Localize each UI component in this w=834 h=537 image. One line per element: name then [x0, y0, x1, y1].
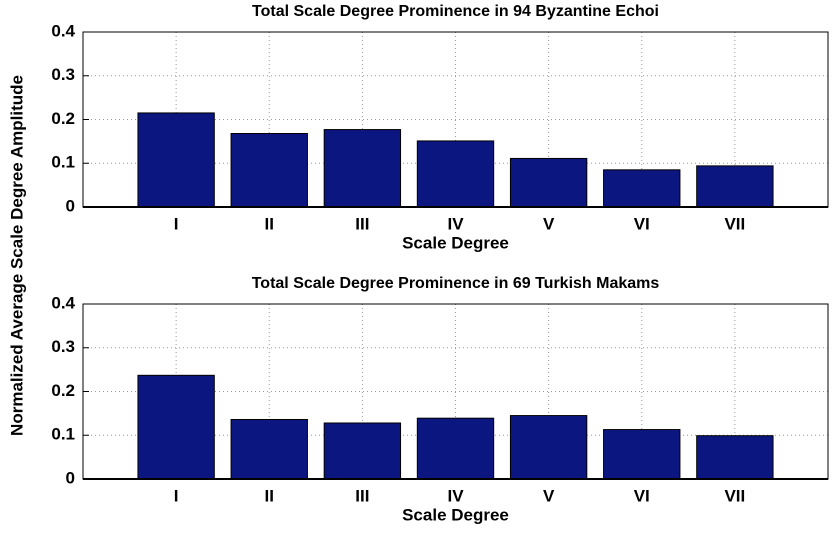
y-tick-label: 0	[66, 468, 75, 487]
y-tick-label: 0.1	[51, 153, 75, 172]
bar	[416, 140, 495, 208]
x-tick-label: I	[174, 214, 179, 233]
bar	[230, 419, 308, 480]
bar	[509, 415, 588, 480]
x-tick-label: VI	[634, 214, 650, 233]
x-tick-label: V	[543, 486, 555, 505]
y-tick-label: 0.4	[51, 21, 75, 40]
bar	[696, 435, 774, 480]
x-tick-label: VI	[634, 486, 650, 505]
bar	[416, 417, 495, 480]
bar	[603, 169, 681, 208]
bar	[603, 429, 681, 480]
y-tick-label: 0.3	[51, 337, 75, 356]
y-tick-label: 0.2	[51, 109, 75, 128]
x-tick-label: VII	[724, 214, 745, 233]
x-tick-label: V	[543, 214, 555, 233]
bar	[323, 422, 402, 480]
y-tick-label: 0	[66, 196, 75, 215]
bar	[696, 165, 774, 208]
y-axis-label: Normalized Average Scale Degree Amplitud…	[7, 75, 26, 436]
y-tick-label: 0.1	[51, 425, 75, 444]
x-tick-label: IV	[447, 486, 464, 505]
x-tick-label: II	[265, 214, 274, 233]
x-tick-label: IV	[447, 214, 464, 233]
bar	[230, 133, 308, 208]
x-tick-label: III	[355, 486, 369, 505]
y-tick-label: 0.2	[51, 381, 75, 400]
y-tick-label: 0.3	[51, 65, 75, 84]
chart-title: Total Scale Degree Prominence in 69 Turk…	[252, 275, 660, 292]
bar	[323, 129, 402, 208]
x-axis-label: Scale Degree	[402, 233, 509, 252]
bar	[509, 157, 588, 208]
x-tick-label: VII	[724, 486, 745, 505]
bar	[137, 112, 215, 208]
chart-title: Total Scale Degree Prominence in 94 Byza…	[252, 3, 659, 20]
x-tick-label: II	[265, 486, 274, 505]
y-tick-label: 0.4	[51, 293, 75, 312]
x-tick-label: III	[355, 214, 369, 233]
x-axis-label: Scale Degree	[402, 505, 509, 524]
bar	[137, 374, 215, 480]
x-tick-label: I	[174, 486, 179, 505]
